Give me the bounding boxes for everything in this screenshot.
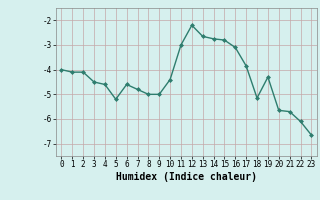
- X-axis label: Humidex (Indice chaleur): Humidex (Indice chaleur): [116, 172, 257, 182]
